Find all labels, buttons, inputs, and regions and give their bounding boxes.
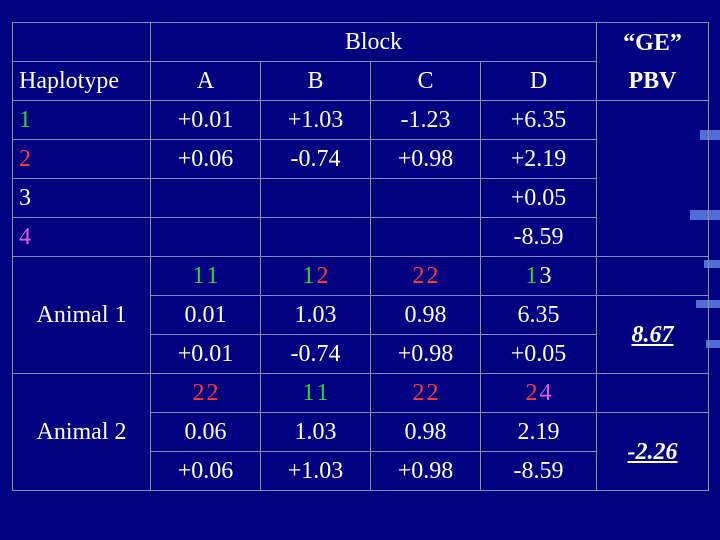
haplotype-pair: 13 [480,256,597,296]
table-row: Haplotype A B C D [12,61,709,101]
effect-value: +0.06 [150,451,261,491]
decor-stripe [706,340,720,348]
pair-allele: 2 [412,263,425,289]
haplotype-pair: 12 [260,256,371,296]
effect-value: +0.01 [150,334,261,374]
effect-value [150,178,261,218]
effect-value: 2.19 [480,412,597,452]
haplotype-heading: Haplotype [12,61,151,101]
pbv-value: 8.67 [596,295,709,374]
pbv-label: PBV [628,67,677,94]
pbv-value: -2.26 [596,412,709,491]
effect-value [150,217,261,257]
effect-value: +0.98 [370,139,481,179]
effect-value: +1.03 [260,100,371,140]
pair-allele: 1 [192,263,205,289]
block-a-heading: A [150,61,261,101]
table-row: Block “GE” PBV [12,22,709,101]
effect-value [260,178,371,218]
haplotype-id: 4 [12,217,151,257]
table-row: +0.06 +1.03 +0.98 -8.59 [13,451,709,491]
decor-stripe [700,130,720,140]
effect-value: +0.98 [370,451,481,491]
table-row: 0.01 1.03 0.98 6.35 8.67 [13,295,709,374]
effect-value: +0.98 [370,334,481,374]
pbv-value-text: 8.67 [631,321,674,348]
effect-value: -0.74 [260,139,371,179]
empty-cell [596,100,709,257]
effect-value: +1.03 [260,451,371,491]
pair-allele: 2 [206,380,219,406]
effect-value: 1.03 [260,412,371,452]
table-row: 2 +0.06 -0.74 +0.98 +2.19 [12,139,709,179]
pbv-value-text: -2.26 [627,438,678,465]
effect-value: -8.59 [480,451,597,491]
empty-cell [596,256,709,296]
pair-allele: 1 [206,263,219,289]
effect-value [370,217,481,257]
haplotype-pair: 11 [150,256,261,296]
effect-value [260,217,371,257]
haplotype-id: 2 [12,139,151,179]
haplotype-pair: 22 [370,256,481,296]
pair-allele: 1 [302,263,315,289]
effect-value: +2.19 [480,139,597,179]
effect-value: -0.74 [260,334,371,374]
table-row: 3 +0.05 [12,178,709,218]
animal-label: Animal 1 [12,256,151,374]
block-heading: Block [150,22,597,62]
ge-pbv-heading: “GE” PBV [596,22,709,101]
table-row: Animal 1 11 12 22 13 [12,256,709,374]
effect-value: -8.59 [480,217,597,257]
ge-label: “GE” [623,29,682,56]
effect-value: 0.01 [150,295,261,335]
haplotype-pair: 11 [260,373,371,413]
effect-value: +0.01 [150,100,261,140]
empty-cell [596,373,709,413]
table-row: +0.01 -0.74 +0.98 +0.05 [13,334,709,374]
haplotype-id: 1 [12,100,151,140]
decor-stripe [704,260,720,268]
table-row: 1 +0.01 +1.03 -1.23 +6.35 [12,100,709,257]
pair-allele: 2 [412,380,425,406]
haplotype-id: 3 [12,178,151,218]
haplotype-pair: 22 [370,373,481,413]
pair-allele: 1 [316,380,329,406]
effect-value: +0.05 [480,178,597,218]
effect-value [370,178,481,218]
haplotype-pair: 22 [150,373,261,413]
haplotype-table: Block “GE” PBV Haplotype A B C D 1 +0.01… [12,22,709,491]
animal-label: Animal 2 [12,373,151,491]
table-row: 4 -8.59 [12,217,709,257]
effect-value: +6.35 [480,100,597,140]
effect-value: +0.06 [150,139,261,179]
effect-value: 6.35 [480,295,597,335]
effect-value: 1.03 [260,295,371,335]
pair-allele: 2 [316,263,329,289]
pair-allele: 3 [539,263,552,289]
block-d-heading: D [480,61,597,101]
effect-value: -1.23 [370,100,481,140]
table-row: Animal 2 22 11 22 24 [12,373,709,491]
pair-allele: 4 [539,380,552,406]
haplotype-pair: 24 [480,373,597,413]
block-c-heading: C [370,61,481,101]
effect-value: 0.06 [150,412,261,452]
pair-allele: 2 [192,380,205,406]
pair-allele: 1 [302,380,315,406]
effect-value: 0.98 [370,412,481,452]
pair-allele: 1 [525,263,538,289]
table-row: 0.06 1.03 0.98 2.19 -2.26 [13,412,709,491]
block-b-heading: B [260,61,371,101]
empty-cell [12,22,151,62]
pair-allele: 2 [426,263,439,289]
effect-value: 0.98 [370,295,481,335]
pair-allele: 2 [525,380,538,406]
effect-value: +0.05 [480,334,597,374]
pair-allele: 2 [426,380,439,406]
